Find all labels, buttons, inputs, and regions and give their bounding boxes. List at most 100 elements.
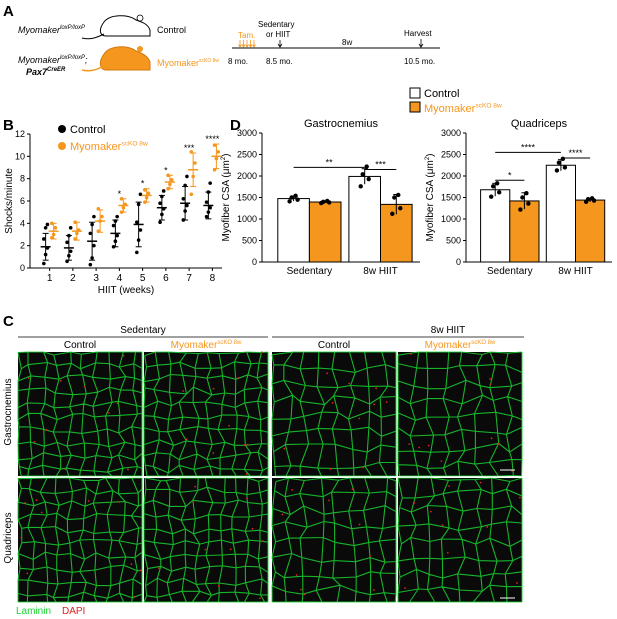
dapi-nucleus bbox=[260, 351, 263, 354]
data-point bbox=[206, 210, 211, 214]
y-tick-label: 10 bbox=[15, 151, 25, 161]
y-tick-label: 500 bbox=[446, 236, 461, 246]
data-point bbox=[158, 220, 162, 225]
column-header: MyomakerscKO 8w bbox=[171, 340, 242, 351]
data-point bbox=[495, 181, 500, 186]
dapi-nucleus bbox=[448, 485, 450, 488]
tamoxifen-arrow bbox=[241, 40, 246, 48]
dapi-nucleus bbox=[440, 460, 443, 463]
dapi-nucleus bbox=[413, 501, 416, 504]
laminin-stain bbox=[143, 477, 269, 603]
bar bbox=[509, 200, 540, 263]
dapi-nucleus bbox=[441, 524, 444, 527]
dapi-nucleus bbox=[262, 540, 264, 542]
data-point bbox=[98, 219, 102, 223]
data-point bbox=[562, 165, 568, 170]
genotype-1: MyomakerloxP/loxP bbox=[18, 25, 85, 35]
dapi-nucleus bbox=[519, 496, 521, 499]
dapi-nucleus bbox=[33, 440, 36, 443]
dapi-nucleus bbox=[373, 589, 375, 591]
group-8w-hiit: 8w HIIT bbox=[431, 325, 465, 336]
dapi-nucleus bbox=[362, 466, 364, 469]
panel-d-charts: Control MyomakerscKO 8w 0 500 1000 1500 2000 25… bbox=[221, 87, 612, 277]
data-point bbox=[398, 206, 403, 211]
x-tick-label: 8w HIIT bbox=[363, 266, 397, 277]
dapi-nucleus bbox=[243, 444, 246, 446]
x-tick-label: Sedentary bbox=[487, 266, 533, 277]
dapi-nucleus bbox=[182, 390, 185, 392]
data-point bbox=[589, 196, 595, 201]
data-point bbox=[76, 228, 81, 232]
bar bbox=[575, 199, 606, 263]
data-point bbox=[161, 189, 166, 193]
data-point bbox=[366, 176, 371, 182]
y-tick-label: 1500 bbox=[441, 193, 461, 203]
column-header: Control bbox=[318, 340, 350, 351]
data-point bbox=[88, 231, 93, 236]
y-tick-label: 2500 bbox=[237, 150, 257, 160]
y-tick-label: 0 bbox=[456, 257, 461, 267]
data-point bbox=[364, 164, 369, 169]
data-point bbox=[67, 233, 71, 238]
dapi-nucleus bbox=[479, 481, 482, 484]
dapi-nucleus bbox=[486, 526, 489, 528]
dapi-nucleus bbox=[212, 452, 215, 454]
significance-marker: * bbox=[508, 170, 512, 180]
legend-control-label: Control bbox=[424, 88, 459, 100]
x-tick-label: 8 bbox=[210, 273, 216, 284]
tamoxifen-arrow bbox=[252, 40, 256, 48]
legend-ko-label: MyomakerscKO 8w bbox=[424, 103, 502, 115]
data-point bbox=[136, 238, 141, 242]
dapi-nucleus bbox=[246, 497, 248, 500]
row-quadriceps: Quadriceps bbox=[3, 512, 14, 563]
y-tick-label: 8 bbox=[20, 174, 25, 184]
dapi-nucleus bbox=[351, 488, 354, 491]
dapi-nucleus bbox=[489, 383, 492, 386]
micrograph bbox=[17, 351, 143, 477]
chart-title: Gastrocnemius bbox=[304, 118, 378, 130]
chart-title: Quadriceps bbox=[511, 118, 568, 130]
data-point bbox=[161, 207, 166, 211]
y-tick-label: 6 bbox=[20, 196, 25, 206]
data-point bbox=[51, 232, 56, 237]
data-point bbox=[168, 182, 172, 187]
data-point bbox=[289, 195, 294, 200]
significance-marker: **** bbox=[205, 134, 220, 144]
data-point bbox=[183, 183, 187, 188]
data-point bbox=[185, 174, 189, 179]
x-tick-label: 7 bbox=[186, 273, 192, 284]
dapi-nucleus bbox=[212, 387, 215, 390]
genotype-2-line2: Pax7CreER bbox=[26, 67, 66, 77]
bar bbox=[308, 201, 342, 263]
dapi-nucleus bbox=[299, 588, 302, 591]
timepoint-8mo: 8 mo. bbox=[228, 57, 248, 66]
legend-ko-label: MyomakerscKO 8w bbox=[70, 141, 148, 153]
column-header: MyomakerscKO 8w bbox=[425, 340, 496, 351]
dapi-nucleus bbox=[489, 378, 492, 380]
data-point bbox=[138, 228, 143, 232]
y-tick-label: 0 bbox=[20, 263, 25, 273]
dapi-nucleus bbox=[331, 401, 334, 404]
data-point bbox=[390, 211, 395, 217]
laminin-stain bbox=[17, 477, 143, 603]
control-mouse-icon bbox=[81, 14, 151, 40]
y-axis-label: Shocks/minute bbox=[4, 168, 15, 234]
data-point bbox=[65, 240, 69, 245]
significance-marker: **** bbox=[521, 142, 536, 152]
data-point bbox=[138, 192, 143, 197]
tamoxifen-arrow bbox=[245, 40, 249, 48]
data-point bbox=[43, 226, 48, 230]
y-tick-label: 500 bbox=[242, 236, 257, 246]
tamoxifen-arrows bbox=[238, 40, 256, 48]
dapi-nucleus bbox=[446, 551, 449, 554]
legend-ko-swatch bbox=[409, 101, 421, 113]
dapi-nucleus bbox=[45, 428, 48, 431]
dapi-nucleus bbox=[26, 572, 29, 575]
dapi-nucleus bbox=[237, 376, 240, 379]
data-point bbox=[119, 210, 124, 214]
data-point bbox=[92, 214, 96, 219]
row-gastrocnemius: Gastrocnemius bbox=[3, 378, 14, 445]
dapi-nucleus bbox=[245, 473, 248, 475]
data-point bbox=[53, 226, 58, 230]
